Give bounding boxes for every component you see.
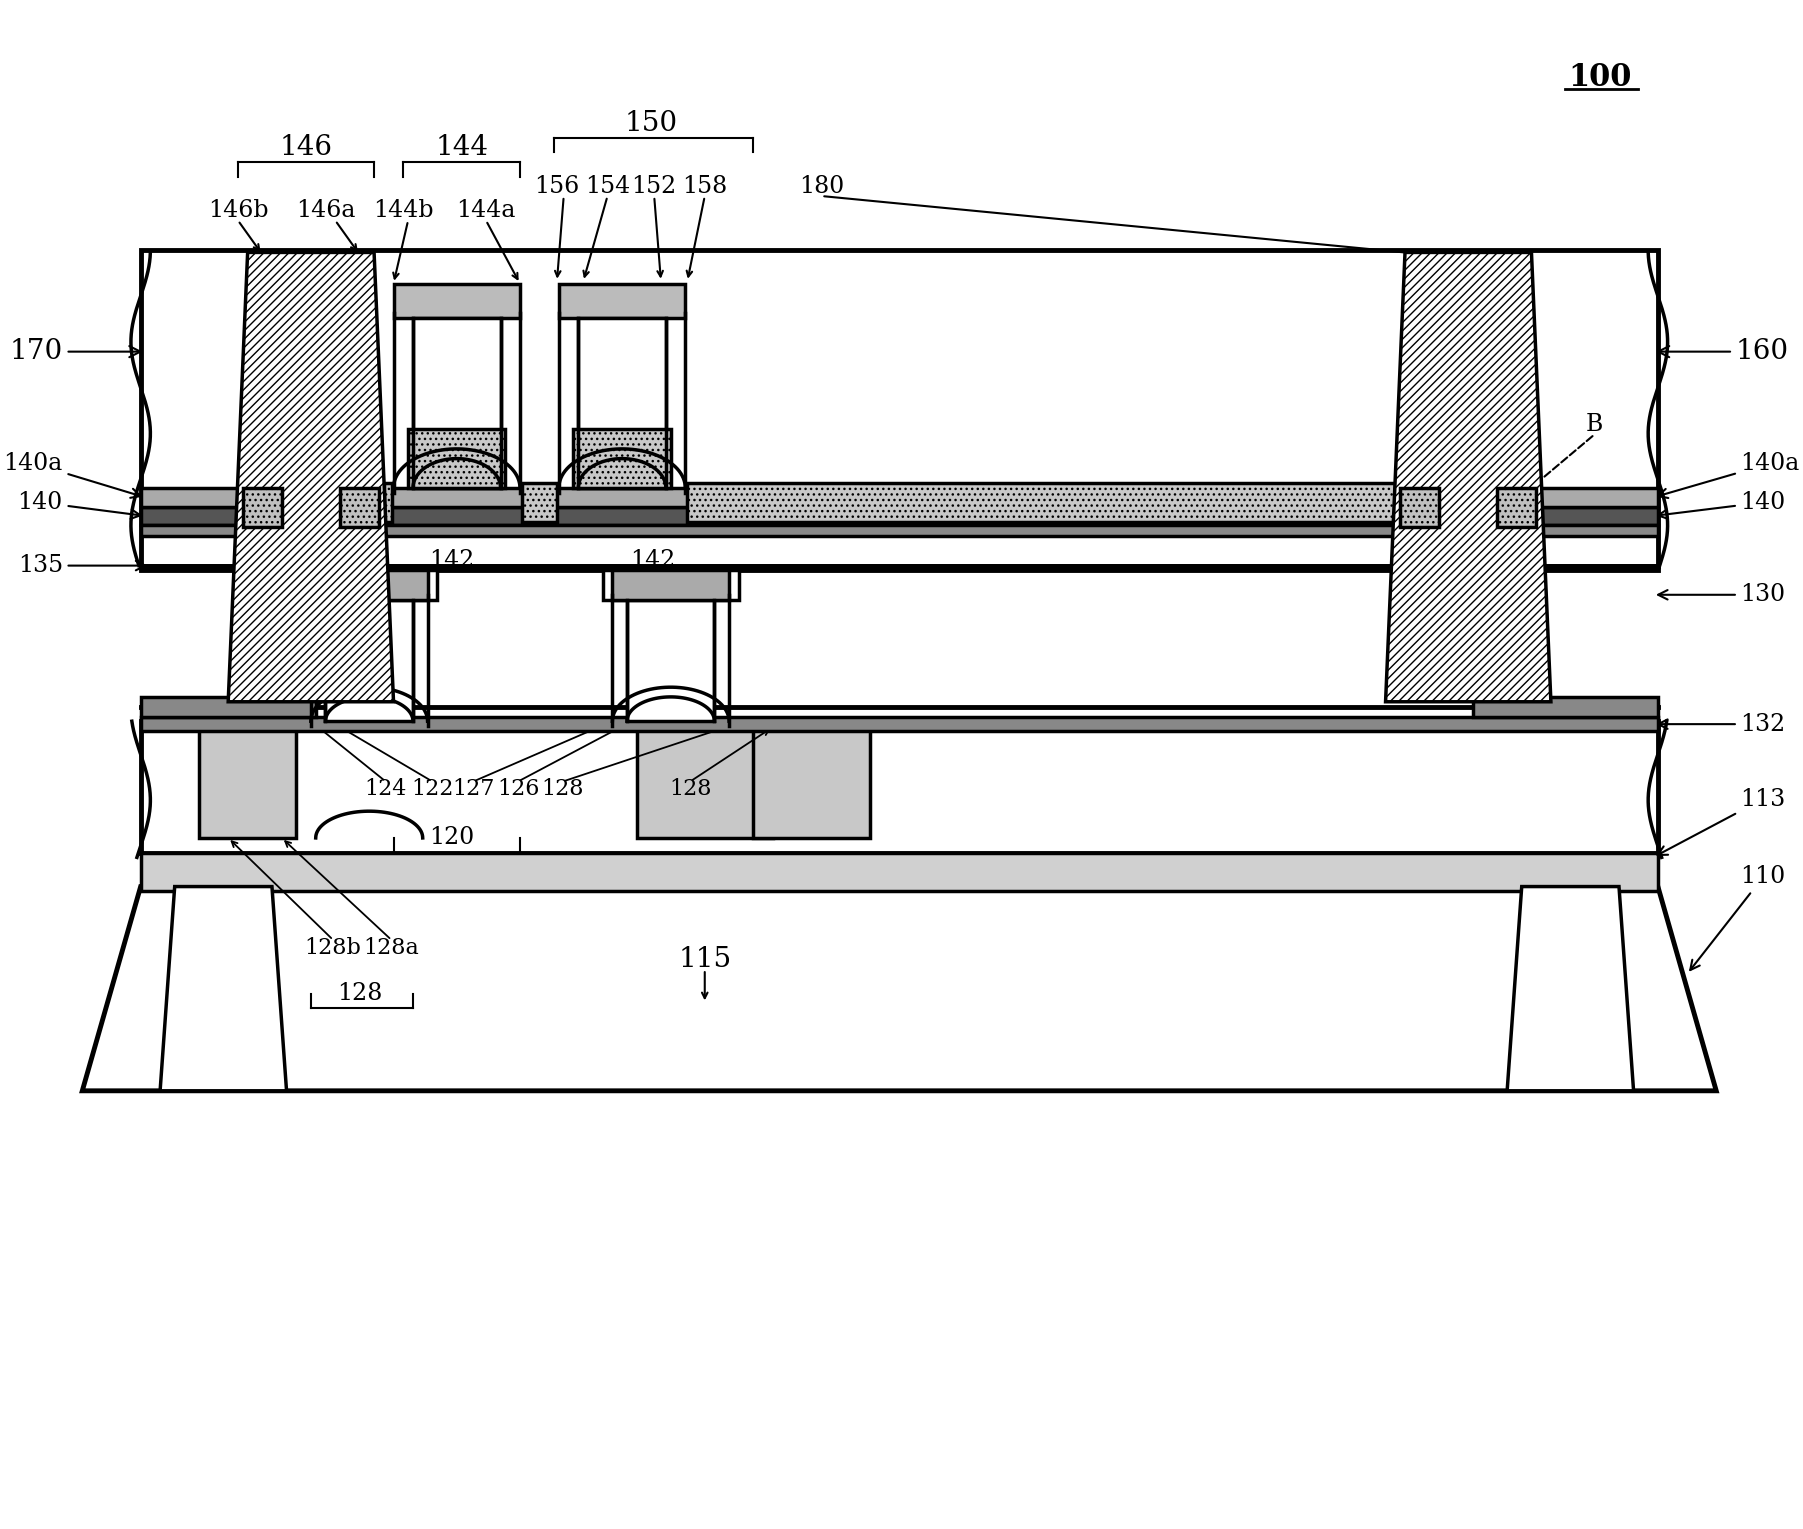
Text: 128: 128: [337, 982, 382, 1005]
FancyBboxPatch shape: [393, 283, 519, 318]
Polygon shape: [384, 483, 391, 521]
Text: 144: 144: [435, 135, 489, 161]
Text: 142: 142: [631, 549, 676, 572]
FancyBboxPatch shape: [559, 283, 685, 318]
Text: 100: 100: [1569, 61, 1632, 93]
Polygon shape: [160, 887, 287, 1090]
Text: 140a: 140a: [1659, 453, 1799, 498]
Text: 170: 170: [9, 338, 141, 365]
Polygon shape: [141, 717, 1659, 731]
Text: 113: 113: [1657, 787, 1785, 855]
Text: 128a: 128a: [364, 937, 420, 959]
Text: 130: 130: [1659, 583, 1785, 607]
Polygon shape: [141, 697, 316, 717]
Text: 150: 150: [624, 110, 678, 136]
Text: 160: 160: [1659, 338, 1789, 365]
Text: 140: 140: [18, 491, 141, 518]
FancyBboxPatch shape: [310, 570, 427, 599]
Polygon shape: [141, 722, 1659, 853]
Polygon shape: [83, 887, 1716, 1090]
Text: 120: 120: [429, 827, 474, 850]
Polygon shape: [141, 508, 1659, 524]
FancyBboxPatch shape: [1401, 488, 1439, 526]
Text: 146: 146: [279, 135, 332, 161]
Text: 122: 122: [411, 778, 454, 800]
Polygon shape: [1473, 697, 1659, 717]
Text: B: B: [249, 413, 267, 436]
Text: 127: 127: [453, 778, 494, 800]
Text: 128b: 128b: [305, 937, 362, 959]
Polygon shape: [141, 524, 1659, 537]
FancyBboxPatch shape: [341, 488, 379, 526]
Polygon shape: [141, 249, 1659, 566]
Polygon shape: [198, 728, 296, 838]
FancyBboxPatch shape: [407, 430, 505, 488]
FancyBboxPatch shape: [579, 318, 665, 488]
Text: 110: 110: [1689, 865, 1785, 969]
Polygon shape: [754, 728, 871, 838]
Text: 146a: 146a: [296, 199, 355, 222]
Polygon shape: [687, 483, 1396, 521]
Polygon shape: [1507, 887, 1634, 1090]
Text: B: B: [1587, 413, 1603, 436]
Polygon shape: [602, 570, 739, 599]
Text: 135: 135: [18, 553, 146, 576]
Text: 156: 156: [534, 174, 579, 197]
Text: 144a: 144a: [456, 199, 516, 222]
Text: 140: 140: [1659, 491, 1785, 518]
Text: 144b: 144b: [373, 199, 433, 222]
FancyBboxPatch shape: [326, 599, 413, 722]
Text: 132: 132: [1659, 713, 1785, 735]
Text: 180: 180: [799, 174, 844, 197]
Polygon shape: [229, 252, 393, 702]
FancyBboxPatch shape: [413, 318, 501, 488]
FancyBboxPatch shape: [243, 488, 281, 526]
Polygon shape: [1385, 252, 1551, 702]
Text: 128: 128: [541, 778, 584, 800]
Text: 154: 154: [584, 174, 629, 197]
FancyBboxPatch shape: [573, 430, 671, 488]
Text: 115: 115: [678, 946, 732, 972]
FancyBboxPatch shape: [1498, 488, 1536, 526]
Polygon shape: [521, 483, 557, 521]
Text: 140a: 140a: [4, 453, 141, 498]
Text: 126: 126: [498, 778, 539, 800]
FancyBboxPatch shape: [627, 599, 714, 722]
Polygon shape: [301, 570, 438, 599]
Polygon shape: [141, 488, 1659, 508]
FancyBboxPatch shape: [613, 570, 728, 599]
Polygon shape: [141, 853, 1659, 891]
Text: 146b: 146b: [207, 199, 269, 222]
Text: 142: 142: [429, 549, 474, 572]
Text: 152: 152: [631, 174, 676, 197]
Text: 128: 128: [669, 778, 712, 800]
Text: 158: 158: [682, 174, 727, 197]
Polygon shape: [636, 728, 773, 838]
Text: 124: 124: [364, 778, 407, 800]
